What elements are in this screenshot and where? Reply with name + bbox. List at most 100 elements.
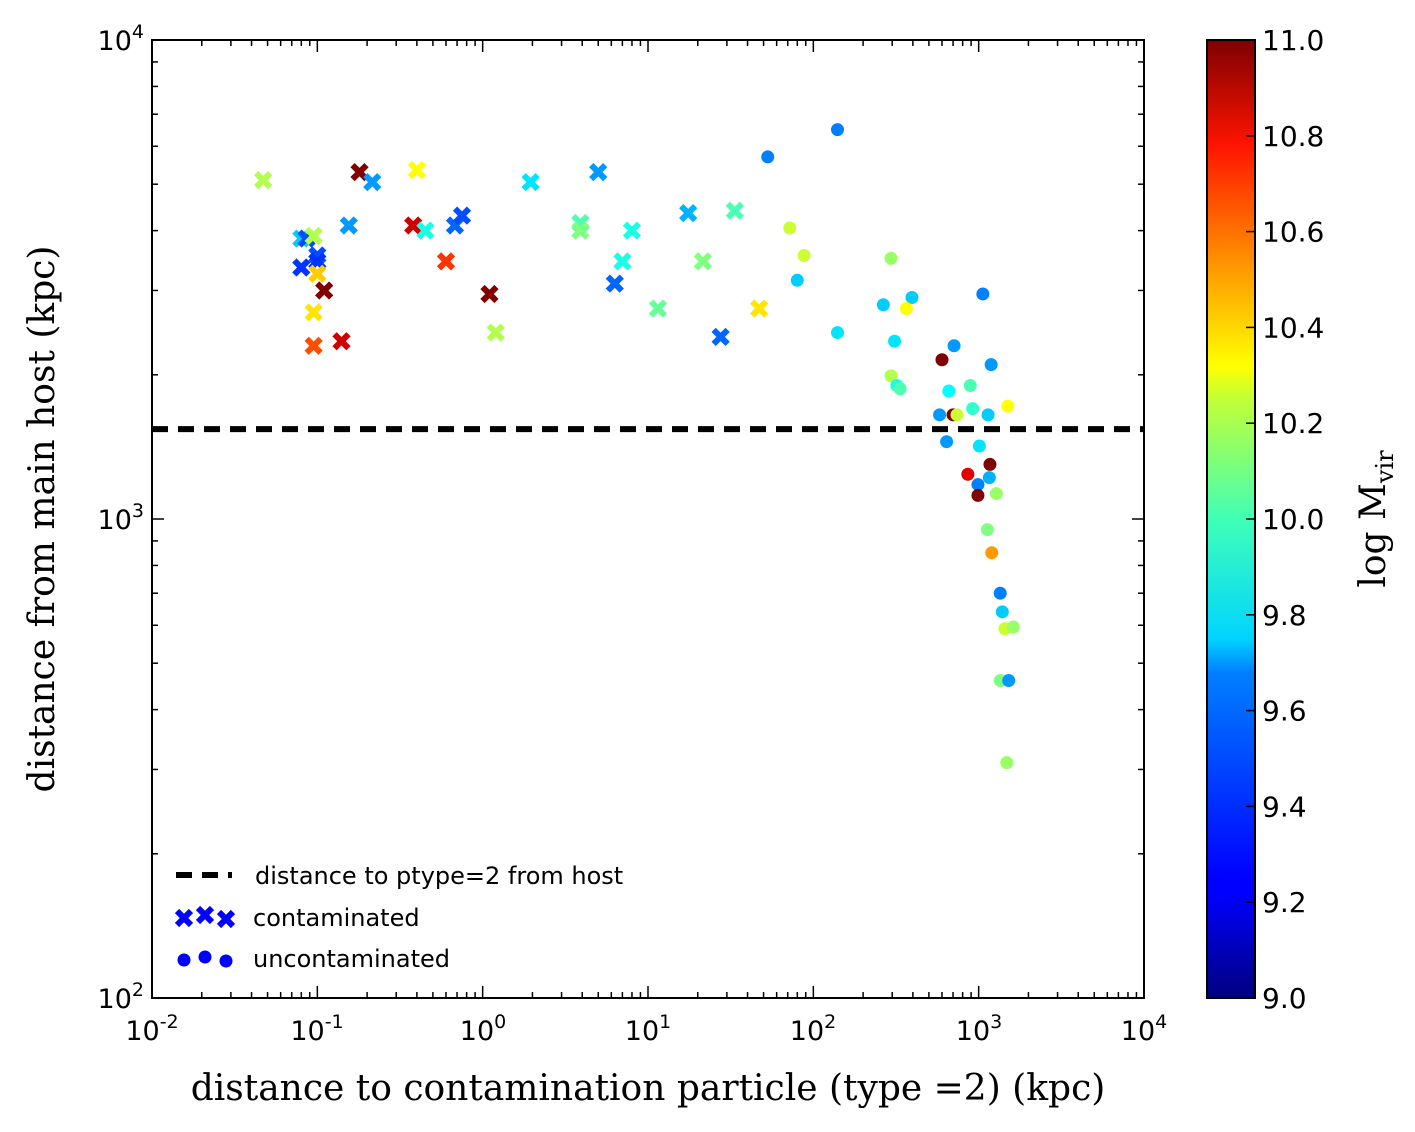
x-tick-label: 103	[956, 1011, 1002, 1047]
uncontaminated-point	[933, 408, 947, 422]
uncontaminated-point	[982, 471, 996, 485]
contaminated-point	[480, 284, 499, 304]
contaminated-point	[605, 274, 624, 293]
uncontaminated-point	[983, 457, 997, 471]
contaminated-point	[339, 216, 358, 235]
uncontaminated-point	[884, 251, 898, 265]
x-axis-label: distance to contamination particle (type…	[191, 1068, 1106, 1109]
uncontaminated-point	[761, 150, 775, 164]
colorbar-tick-label: 9.0	[1262, 982, 1307, 1015]
x-tick-label: 10-1	[290, 1011, 343, 1047]
y-tick-label: 102	[98, 979, 144, 1015]
data-points	[253, 123, 1020, 770]
legend-uncontaminated-swatch	[177, 950, 233, 968]
colorbar-tick-labels: 9.0 9.2 9.4 9.6 9.8 10.0 10.2 10.4 10.6 10.8 11.0	[1262, 24, 1324, 1015]
uncontaminated-point	[888, 334, 902, 348]
uncontaminated-point	[1002, 674, 1016, 688]
uncontaminated-point	[993, 586, 1007, 600]
colorbar-tick-label: 9.2	[1262, 886, 1307, 919]
y-tick-labels: 102 103 104	[98, 21, 144, 1015]
uncontaminated-point	[989, 487, 1003, 501]
contaminated-point	[253, 170, 273, 190]
x-tick-label: 100	[460, 1011, 506, 1047]
legend-x-marker	[195, 905, 215, 925]
colorbar-tick-label: 10.6	[1262, 216, 1324, 249]
uncontaminated-point	[963, 378, 977, 392]
uncontaminated-point	[980, 523, 994, 537]
legend-label-uncontaminated: uncontaminated	[253, 945, 450, 973]
contaminated-point	[407, 160, 426, 180]
contaminated-point	[725, 201, 744, 220]
uncontaminated-point	[985, 546, 999, 560]
uncontaminated-point	[893, 382, 907, 396]
contaminated-point	[292, 258, 311, 277]
uncontaminated-point	[947, 339, 961, 353]
contaminated-point	[711, 327, 730, 347]
legend-label-contaminated: contaminated	[253, 904, 420, 932]
uncontaminated-point	[995, 605, 1009, 619]
colorbar: 9.09.29.49.69.810.010.210.410.610.811.0 …	[1206, 24, 1399, 1015]
uncontaminated-point	[971, 478, 985, 492]
colorbar-label: log Mvir	[1353, 450, 1399, 588]
uncontaminated-point	[790, 273, 804, 287]
contaminated-point	[304, 226, 323, 246]
contaminated-point	[363, 173, 382, 192]
contaminated-point	[622, 221, 642, 240]
uncontaminated-point	[783, 221, 797, 235]
uncontaminated-point	[899, 302, 913, 316]
contaminated-point	[693, 252, 713, 271]
contaminated-point	[521, 173, 540, 192]
plot-area	[152, 40, 1144, 998]
uncontaminated-point	[950, 408, 964, 422]
colorbar-frame	[1206, 39, 1256, 999]
uncontaminated-point	[942, 384, 956, 398]
legend-x-marker	[174, 908, 194, 928]
legend-contaminated-swatch	[174, 905, 236, 929]
uncontaminated-point	[1000, 756, 1014, 770]
uncontaminated-point	[797, 248, 811, 262]
x-tick-label: 104	[1121, 1011, 1167, 1047]
contaminated-point	[308, 264, 327, 283]
y-tick-label: 103	[98, 500, 144, 536]
x-tick-label: 101	[625, 1011, 671, 1047]
contaminated-point	[571, 221, 590, 240]
uncontaminated-point	[984, 358, 998, 372]
uncontaminated-point	[981, 408, 995, 422]
uncontaminated-point	[940, 435, 954, 449]
contaminated-point	[416, 221, 435, 240]
contaminated-point	[436, 252, 456, 271]
contaminated-point	[304, 336, 323, 355]
x-tick-label: 10-2	[125, 1011, 178, 1047]
uncontaminated-point	[1001, 399, 1015, 413]
contaminated-point	[404, 216, 423, 235]
uncontaminated-point	[976, 287, 990, 301]
contaminated-point	[315, 281, 334, 300]
x-tick-labels: 10-2 10-1 100 101 102 103 104	[125, 1011, 1167, 1047]
y-tick-label: 104	[98, 21, 144, 57]
uncontaminated-point	[830, 326, 844, 340]
colorbar-tick-label: 10.4	[1262, 311, 1324, 344]
uncontaminated-point	[935, 353, 949, 367]
contaminated-point	[589, 162, 608, 182]
contaminated-point	[486, 323, 505, 342]
uncontaminated-point	[961, 467, 975, 481]
contaminated-point	[648, 299, 668, 318]
x-tick-label: 102	[790, 1011, 836, 1047]
colorbar-tick-label: 11.0	[1262, 24, 1324, 57]
uncontaminated-point	[971, 488, 985, 502]
legend: distance to ptype=2 from host contaminat…	[174, 862, 623, 973]
uncontaminated-point	[972, 439, 986, 453]
colorbar-tick-label: 10.2	[1262, 407, 1324, 440]
colorbar-tick-label: 9.6	[1262, 695, 1307, 728]
uncontaminated-point	[1006, 620, 1020, 634]
legend-o-marker	[219, 954, 233, 968]
contaminated-point	[452, 206, 472, 225]
colorbar-tick-label: 9.8	[1262, 599, 1307, 632]
y-axis-label: distance from main host (kpc)	[22, 246, 63, 793]
uncontaminated-point	[905, 291, 919, 305]
contaminated-point	[679, 204, 698, 223]
uncontaminated-point	[884, 369, 898, 383]
contaminated-point	[613, 252, 632, 271]
legend-o-marker	[177, 953, 191, 967]
